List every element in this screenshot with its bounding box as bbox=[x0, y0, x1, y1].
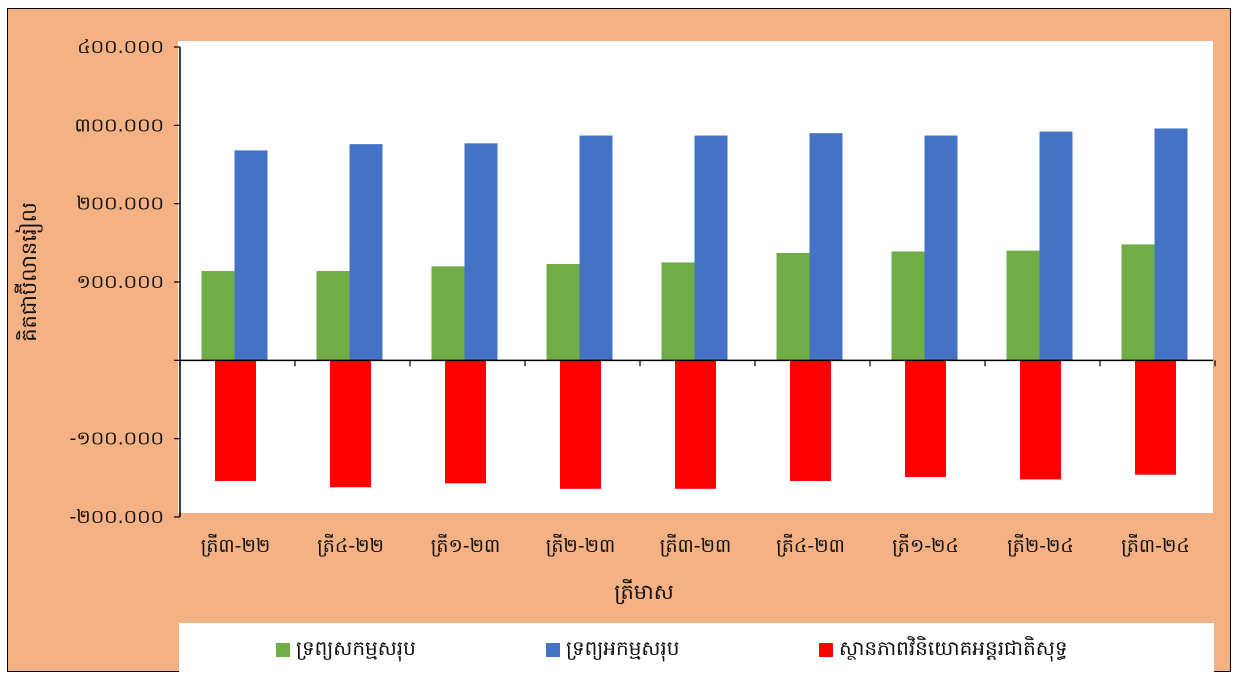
bar-series1-3 bbox=[579, 135, 613, 361]
bar-series2-6 bbox=[905, 360, 946, 478]
x-tick-label-6: ត្រី១-២៤ bbox=[892, 533, 959, 557]
x-tick-label-1: ត្រី៤-២២ bbox=[317, 533, 384, 557]
bar-series1-1 bbox=[349, 144, 383, 361]
bar-series1-8 bbox=[1154, 128, 1188, 361]
legend-item-niip: ស្ថានភាពវិនិយោគអន្តរជាតិសុទ្ធ bbox=[819, 635, 1068, 665]
bar-series0-1 bbox=[316, 271, 350, 361]
legend-label-niip: ស្ថានភាពវិនិយោគអន្តរជាតិសុទ្ធ bbox=[839, 636, 1068, 660]
legend-swatch-assets bbox=[276, 643, 290, 657]
legend-item-liabilities: ទ្រព្យអកម្មសរុប bbox=[546, 635, 679, 665]
bar-series0-7 bbox=[1006, 250, 1040, 361]
x-tick-label-3: ត្រី២-២៣ bbox=[546, 533, 616, 557]
bar-series0-6 bbox=[891, 251, 925, 361]
chart-frame: ៤០០.០០០៣០០.០០០២០០.០០០១០០.០០០ -១០០.០០០ -២០០… bbox=[7, 8, 1231, 677]
x-tick-label-4: ត្រី៣-២៣ bbox=[660, 533, 731, 557]
bar-series2-2 bbox=[445, 360, 486, 484]
bar-series1-2 bbox=[464, 143, 498, 361]
bar-series0-4 bbox=[661, 262, 695, 361]
bar-series0-3 bbox=[546, 263, 580, 361]
bar-series2-7 bbox=[1020, 360, 1061, 480]
bar-series2-0 bbox=[215, 360, 256, 481]
bar-series2-1 bbox=[330, 360, 371, 488]
y-tick-label-1: ៣០០.០០០ bbox=[74, 114, 164, 136]
bar-series1-5 bbox=[809, 133, 843, 361]
legend-label-liabilities: ទ្រព្យអកម្មសរុប bbox=[566, 636, 680, 660]
x-tick-label-5: ត្រី៤-២៣ bbox=[776, 533, 845, 557]
x-tick-label-8: ត្រី៣-២៤ bbox=[1121, 533, 1190, 557]
x-tick-label-0: ត្រី៣-២២ bbox=[201, 533, 271, 557]
legend-swatch-liabilities bbox=[546, 643, 560, 657]
y-tick-label-2: ២០០.០០០ bbox=[76, 193, 164, 215]
bar-series2-8 bbox=[1135, 360, 1176, 475]
y-tick-label-3: ១០០.០០០ bbox=[76, 271, 164, 293]
bar-series1-4 bbox=[694, 135, 728, 361]
bar-series0-5 bbox=[776, 253, 810, 361]
bar-series2-5 bbox=[790, 360, 831, 481]
x-tick-label-2: ត្រី១-២៣ bbox=[431, 533, 501, 557]
legend-item-assets: ទ្រព្យសកម្មសរុប bbox=[276, 635, 416, 665]
bar-series1-6 bbox=[924, 135, 958, 361]
bar-series2-3 bbox=[560, 360, 601, 489]
legend: ទ្រព្យសកម្មសរុប ទ្រព្យអកម្មសរុប ស្ថានភាព… bbox=[179, 623, 1214, 677]
bar-series1-7 bbox=[1039, 131, 1073, 361]
y-tick-label-5: -១០០.០០០ bbox=[69, 428, 164, 450]
bar-series0-8 bbox=[1121, 244, 1155, 361]
bars-group bbox=[201, 128, 1188, 489]
x-axis: ត្រី៣-២២ ត្រី៤-២២ ត្រី១-២៣ ត្រី២-២៣ ត្រី៣-២៣… bbox=[179, 359, 1216, 557]
y-tick-label-6: -២០០.០០០ bbox=[69, 506, 164, 528]
bar-series2-4 bbox=[675, 360, 716, 489]
bar-series0-2 bbox=[431, 266, 465, 361]
bar-series1-0 bbox=[234, 150, 268, 361]
y-tick-label-0: ៤០០.០០០ bbox=[77, 36, 164, 58]
x-axis-title: ត្រីមាស bbox=[614, 579, 674, 605]
legend-swatch-niip bbox=[819, 643, 833, 657]
legend-label-assets: ទ្រព្យសកម្មសរុប bbox=[296, 636, 416, 660]
bar-series0-0 bbox=[201, 271, 235, 361]
x-tick-label-7: ត្រី២-២៤ bbox=[1007, 533, 1074, 557]
y-axis-title: គិតជាប៊ីលានរៀល bbox=[14, 202, 43, 342]
